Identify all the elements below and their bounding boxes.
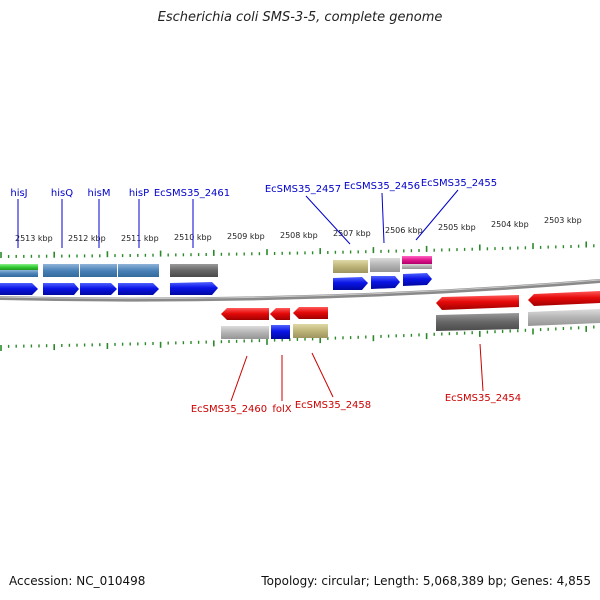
cog-block-dark — [436, 313, 519, 331]
reverse-cog-track — [221, 309, 600, 339]
reverse-gene-arrow[interactable] — [528, 291, 600, 306]
gene-label-EcSMS35_2460[interactable]: EcSMS35_2460 — [191, 404, 267, 415]
gene-label-hisP[interactable]: hisP — [129, 188, 149, 199]
cog-block-light — [528, 309, 600, 326]
scale-label: 2506 kbp — [385, 226, 423, 235]
scale-label: 2505 kbp — [438, 223, 476, 232]
leader-line — [381, 192, 385, 244]
gene-label-EcSMS35_2454[interactable]: EcSMS35_2454 — [445, 393, 521, 404]
scale-label: 2504 kbp — [491, 220, 529, 229]
forward-gene-arrow[interactable] — [333, 277, 368, 290]
forward-gene-arrow[interactable] — [0, 283, 38, 295]
gene-label-EcSMS35_2461[interactable]: EcSMS35_2461 — [154, 188, 230, 199]
forward-cog-track — [0, 256, 432, 277]
reverse-gene-arrow[interactable] — [436, 295, 519, 310]
cog-block-khaki — [333, 260, 368, 273]
cog-block-steel — [80, 264, 117, 277]
cog-block-dark — [170, 264, 218, 277]
forward-gene-arrow[interactable] — [170, 282, 218, 295]
scale-label: 2509 kbp — [227, 232, 265, 241]
reverse-gene-arrow[interactable] — [270, 308, 290, 320]
forward-gene-arrow[interactable] — [371, 276, 400, 289]
gene-label-hisJ[interactable]: hisJ — [10, 188, 27, 199]
forward-gene-track — [0, 273, 432, 295]
leader-line — [479, 343, 484, 392]
lower-tick-ring — [0, 325, 595, 351]
cog-block-light — [370, 258, 400, 272]
cog-block-khaki — [293, 324, 328, 338]
scale-label: 2512 kbp — [68, 234, 106, 243]
scale-label: 2513 kbp — [15, 234, 53, 243]
genome-backbone-highlight — [0, 279, 600, 300]
forward-gene-arrow[interactable] — [403, 273, 432, 286]
genome-backbone — [0, 279, 600, 302]
cog-block-pink — [402, 256, 432, 264]
forward-gene-labels: hisJ hisQ hisM hisP EcSMS35_2461 EcSMS35… — [10, 178, 497, 248]
forward-gene-arrow[interactable] — [43, 283, 79, 295]
genome-summary-text: Topology: circular; Length: 5,068,389 bp… — [261, 574, 591, 588]
scale-labels: 2513 kbp 2512 kbp 2511 kbp 2510 kbp 2509… — [15, 216, 582, 243]
gene-label-hisQ[interactable]: hisQ — [51, 188, 73, 199]
gene-label-EcSMS35_2456[interactable]: EcSMS35_2456 — [344, 181, 420, 192]
forward-gene-arrow[interactable] — [80, 283, 117, 295]
reverse-gene-arrow[interactable] — [221, 308, 269, 320]
leader-line — [230, 355, 248, 402]
reverse-gene-labels: EcSMS35_2460 folX EcSMS35_2458 EcSMS35_2… — [191, 343, 521, 415]
gene-label-hisM[interactable]: hisM — [88, 188, 111, 199]
cog-block-steel — [0, 270, 38, 277]
cog-block-green — [0, 264, 38, 270]
leader-line — [311, 352, 334, 398]
gene-label-EcSMS35_2458[interactable]: EcSMS35_2458 — [295, 400, 371, 411]
cog-block-light — [221, 326, 269, 339]
scale-label: 2511 kbp — [121, 234, 159, 243]
gene-label-folX[interactable]: folX — [272, 404, 291, 415]
accession-text: Accession: NC_010498 — [9, 574, 146, 588]
upper-tick-ring — [0, 241, 595, 258]
cog-block-light — [402, 264, 432, 269]
scale-label: 2507 kbp — [333, 229, 371, 238]
forward-gene-arrow[interactable] — [118, 283, 159, 295]
cog-block-steel — [118, 264, 159, 277]
cog-block-steel — [43, 264, 79, 277]
scale-label: 2503 kbp — [544, 216, 582, 225]
map-title: Escherichia coli SMS-3-5, complete genom… — [157, 10, 443, 25]
gene-label-EcSMS35_2455[interactable]: EcSMS35_2455 — [421, 178, 497, 189]
leader-line — [415, 189, 459, 241]
scale-label: 2508 kbp — [280, 231, 318, 240]
reverse-gene-arrow[interactable] — [293, 307, 328, 319]
leader-line — [305, 195, 351, 245]
gene-label-EcSMS35_2457[interactable]: EcSMS35_2457 — [265, 184, 341, 195]
reverse-gene-track — [221, 291, 600, 320]
cog-block-blue — [271, 325, 290, 339]
